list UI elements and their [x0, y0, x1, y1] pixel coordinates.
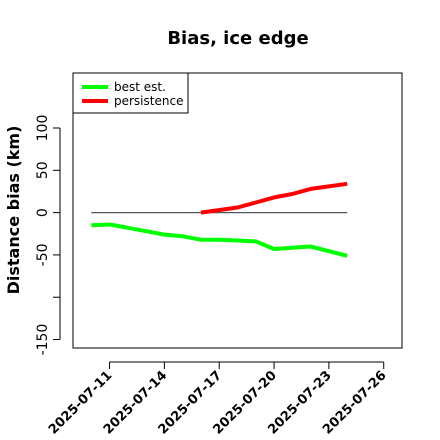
y-tick-label: -50	[35, 243, 51, 266]
legend: best est.persistence	[72, 72, 189, 114]
y-tick-label: 100	[35, 115, 51, 142]
y-tick-label: -150	[35, 324, 51, 356]
plot-frame	[72, 72, 403, 349]
y-tick-label: 50	[35, 161, 51, 179]
legend-label: best est.	[114, 80, 166, 94]
series-line-persistence	[200, 181, 348, 215]
y-axis-label: Distance bias (km)	[4, 126, 23, 295]
series-line-best-est	[91, 222, 348, 258]
plot-area	[91, 181, 348, 258]
y-tick-label: 0	[35, 208, 51, 217]
legend-box	[72, 72, 189, 114]
chart-title: Bias, ice edge	[167, 28, 308, 49]
legend-label: persistence	[114, 94, 183, 108]
